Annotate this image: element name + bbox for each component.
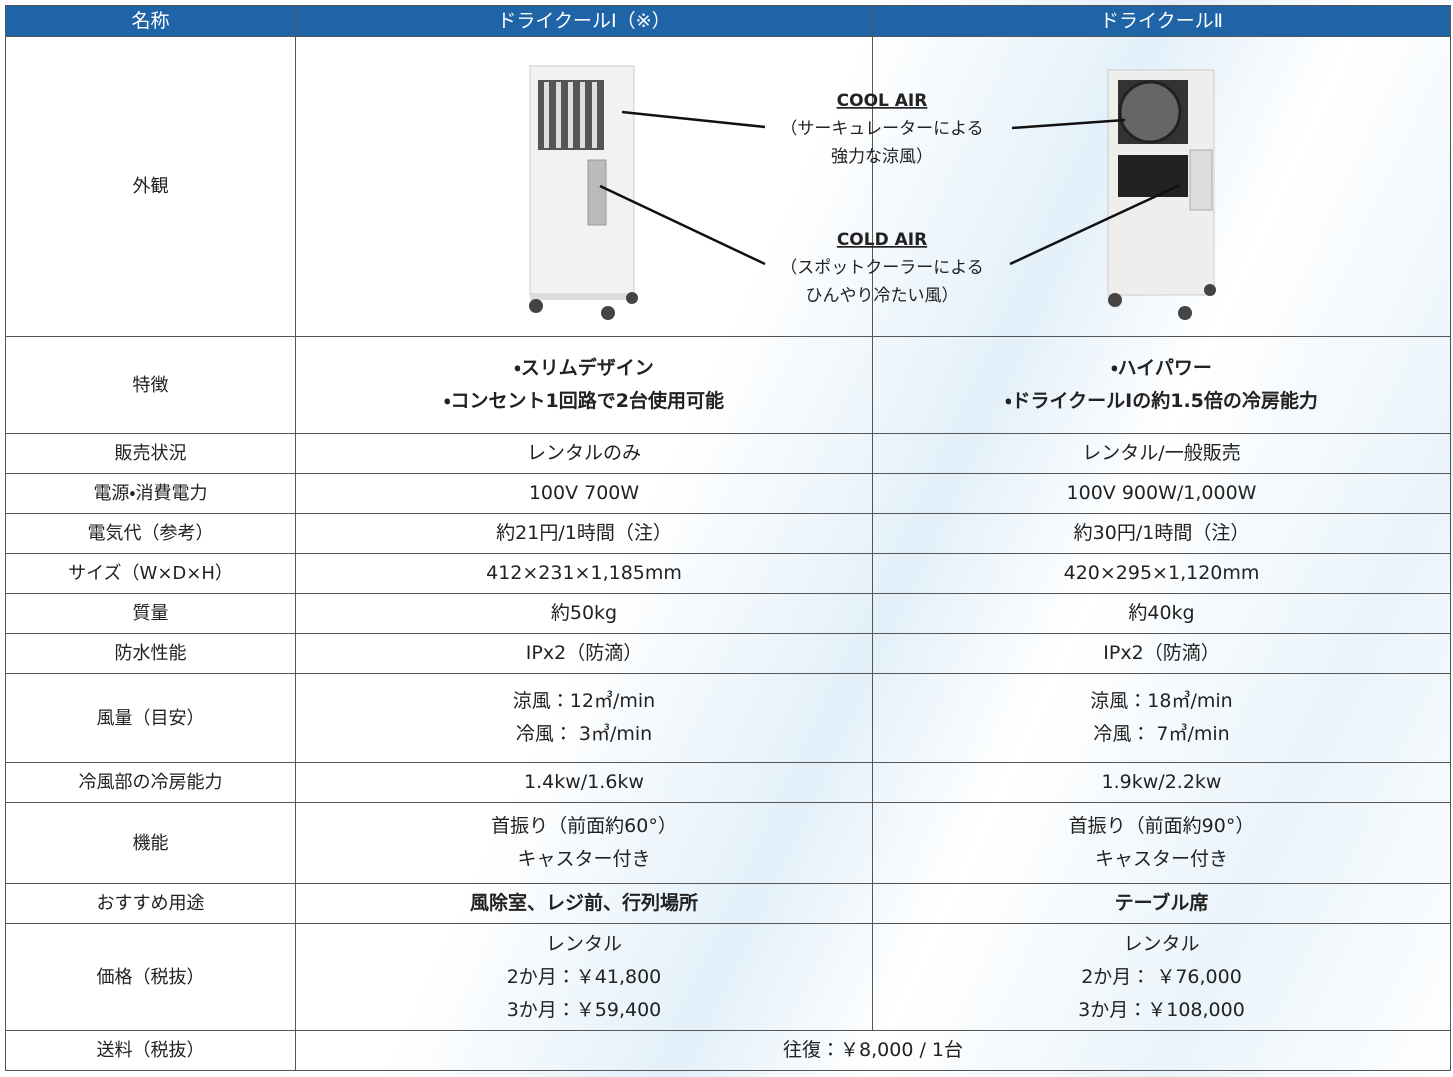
spec-cell: 風除室、レジ前、行列場所	[295, 883, 873, 924]
spec-cell: IPx2（防滴）	[295, 633, 873, 674]
cell-line: ・コンセント1回路で2台使用可能	[444, 390, 724, 412]
spec-cell: テーブル席	[872, 883, 1451, 924]
row-label: 風量（目安）	[5, 673, 296, 763]
image-cell	[872, 36, 1451, 337]
spec-cell: 約30円/1時間（注）	[872, 513, 1451, 554]
cell-line: 涼風：12㎥/min	[512, 690, 656, 712]
row-label: 送料（税抜）	[5, 1030, 296, 1071]
cell-line: 100V 700W	[528, 482, 640, 504]
cell-line: 100V 900W/1,000W	[1066, 482, 1257, 504]
header-cell: ドライクールⅡ	[872, 5, 1451, 37]
cell-line: 約21円/1時間（注）	[496, 522, 672, 544]
row-label: 電気代（参考）	[5, 513, 296, 554]
row-label: おすすめ用途	[5, 883, 296, 924]
spec-row: 販売状況 レンタルのみ レンタル/一般販売	[5, 433, 1451, 474]
cell-line: 涼風：18㎥/min	[1090, 690, 1233, 712]
cell-line: 3か月：￥108,000	[1078, 998, 1245, 1021]
cell-line: ・ハイパワー	[1111, 357, 1212, 379]
spec-cell: 約21円/1時間（注）	[295, 513, 873, 554]
spec-cell: 約50kg	[295, 593, 873, 634]
appearance-row: 外観	[5, 36, 1451, 337]
cell-line: 2か月： ￥76,000	[1081, 965, 1242, 988]
spec-cell: 412×231×1,185mm	[295, 553, 873, 594]
row-label: 機能	[5, 802, 296, 884]
row-label: 外観	[5, 36, 296, 337]
row-label: 電源・消費電力	[5, 473, 296, 514]
cell-line: ・ドライクールⅠの約1.5倍の冷房能力	[1005, 390, 1318, 412]
spec-row: 特徴 ・スリムデザイン ・コンセント1回路で2台使用可能 ・ハイパワー ・ドライクールⅠ…	[5, 336, 1451, 434]
spec-row: 電気代（参考） 約21円/1時間（注） 約30円/1時間（注）	[5, 513, 1451, 554]
cell-line: 首振り（前面約90°）	[1068, 815, 1255, 837]
spec-cell: IPx2（防滴）	[872, 633, 1451, 674]
header-cell: 名称	[5, 5, 296, 37]
spec-cell: レンタル/一般販売	[872, 433, 1451, 474]
cell-line: 冷風： 3㎥/min	[515, 723, 653, 745]
row-label: サイズ（W×D×H）	[5, 553, 296, 594]
spec-row: サイズ（W×D×H） 412×231×1,185mm 420×295×1,120mm	[5, 553, 1451, 594]
cell-line: 1.4kw/1.6kw	[524, 771, 644, 793]
cell-line: テーブル席	[1114, 892, 1209, 914]
spec-row: 価格（税抜） レンタル 2か月：￥41,800 3か月：￥59,400 レンタル 2か月：…	[5, 923, 1451, 1031]
cell-line: 約40kg	[1128, 602, 1195, 624]
spec-cell: 往復：￥8,000 / 1台	[295, 1030, 1451, 1071]
cell-line: レンタル/一般販売	[1082, 442, 1241, 464]
spec-cell: 涼風：12㎥/min 冷風： 3㎥/min	[295, 673, 873, 763]
cell-line: 約50kg	[550, 602, 618, 624]
cell-line: キャスター付き	[1094, 848, 1228, 870]
spec-row: 風量（目安） 涼風：12㎥/min 冷風： 3㎥/min 涼風：18㎥/min 冷風： …	[5, 673, 1451, 763]
spec-row: 防水性能 IPx2（防滴） IPx2（防滴）	[5, 633, 1451, 674]
spec-cell: 首振り（前面約90°） キャスター付き	[872, 802, 1451, 884]
cell-line: 風除室、レジ前、行列場所	[469, 892, 698, 914]
cell-line: 首振り（前面約60°）	[491, 815, 677, 837]
row-label: 価格（税抜）	[5, 923, 296, 1031]
cell-line: キャスター付き	[517, 848, 651, 870]
spec-cell: 首振り（前面約60°） キャスター付き	[295, 802, 873, 884]
spec-cell: 1.4kw/1.6kw	[295, 762, 873, 803]
spec-row: 冷風部の冷房能力 1.4kw/1.6kw 1.9kw/2.2kw	[5, 762, 1451, 803]
spec-cell: 約40kg	[872, 593, 1451, 634]
cell-line: 1.9kw/2.2kw	[1101, 771, 1222, 793]
spec-cell: 1.9kw/2.2kw	[872, 762, 1451, 803]
cell-line: レンタルのみ	[526, 442, 641, 464]
cell-line: レンタル	[545, 932, 622, 955]
spec-cell: ・ハイパワー・ドライクールⅠの約1.5倍の冷房能力	[872, 336, 1451, 434]
cell-line: 冷風： 7㎥/min	[1093, 723, 1230, 745]
row-label: 特徴	[5, 336, 296, 434]
cell-line: IPx2（防滴）	[525, 642, 643, 664]
spec-cell: レンタル 2か月： ￥76,000 3か月：￥108,000	[872, 923, 1451, 1031]
spec-cell: 100V 700W	[295, 473, 873, 514]
cell-line: 2か月：￥41,800	[506, 965, 662, 988]
cell-line: ・スリムデザイン	[514, 357, 654, 379]
spec-row: 質量 約50kg 約40kg	[5, 593, 1451, 634]
shipping-row: 送料（税抜） 往復：￥8,000 / 1台	[5, 1030, 1451, 1071]
spec-row: 電源・消費電力 100V 700W 100V 900W/1,000W	[5, 473, 1451, 514]
header-row: 名称 ドライクールⅠ（※） ドライクールⅡ	[5, 5, 1451, 37]
spec-cell: 涼風：18㎥/min 冷風： 7㎥/min	[872, 673, 1451, 763]
spec-row: 機能 首振り（前面約60°） キャスター付き 首振り（前面約90°） キャスター付き	[5, 802, 1451, 884]
header-cell: ドライクールⅠ（※）	[295, 5, 873, 37]
cell-line: 412×231×1,185mm	[486, 562, 682, 584]
cell-line: IPx2（防滴）	[1103, 642, 1220, 664]
spec-cell: レンタル 2か月：￥41,800 3か月：￥59,400	[295, 923, 873, 1031]
spec-table: 名称 ドライクールⅠ（※） ドライクールⅡ 外観 特徴 ・スリムデザイン ・コンセン…	[5, 5, 1451, 1071]
spec-cell: ・スリムデザイン・コンセント1回路で2台使用可能	[295, 336, 873, 434]
spec-row: おすすめ用途 風除室、レジ前、行列場所 テーブル席	[5, 883, 1451, 924]
image-cell	[295, 36, 873, 337]
row-label: 冷風部の冷房能力	[5, 762, 296, 803]
spec-cell: レンタルのみ	[295, 433, 873, 474]
cell-line: レンタル	[1123, 932, 1200, 955]
row-label: 防水性能	[5, 633, 296, 674]
cell-line: 3か月：￥59,400	[506, 998, 662, 1021]
row-label: 質量	[5, 593, 296, 634]
cell-line: 420×295×1,120mm	[1063, 562, 1260, 584]
spec-cell: 100V 900W/1,000W	[872, 473, 1451, 514]
row-label: 販売状況	[5, 433, 296, 474]
spec-cell: 420×295×1,120mm	[872, 553, 1451, 594]
cell-line: 約30円/1時間（注）	[1073, 522, 1250, 544]
